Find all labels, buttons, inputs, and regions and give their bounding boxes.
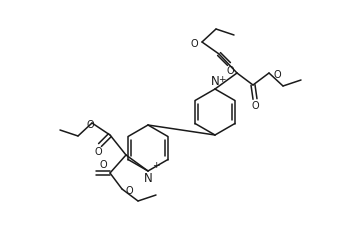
- Text: +: +: [218, 76, 226, 85]
- Text: O: O: [273, 70, 281, 80]
- Text: O: O: [86, 120, 94, 130]
- Text: O: O: [125, 186, 133, 196]
- Text: O: O: [226, 66, 234, 76]
- Text: O: O: [190, 39, 198, 49]
- Text: O: O: [251, 101, 259, 111]
- Text: N: N: [211, 75, 219, 88]
- Text: N: N: [144, 172, 152, 185]
- Text: O: O: [94, 147, 102, 157]
- Text: O: O: [99, 160, 107, 170]
- Text: +: +: [152, 161, 160, 171]
